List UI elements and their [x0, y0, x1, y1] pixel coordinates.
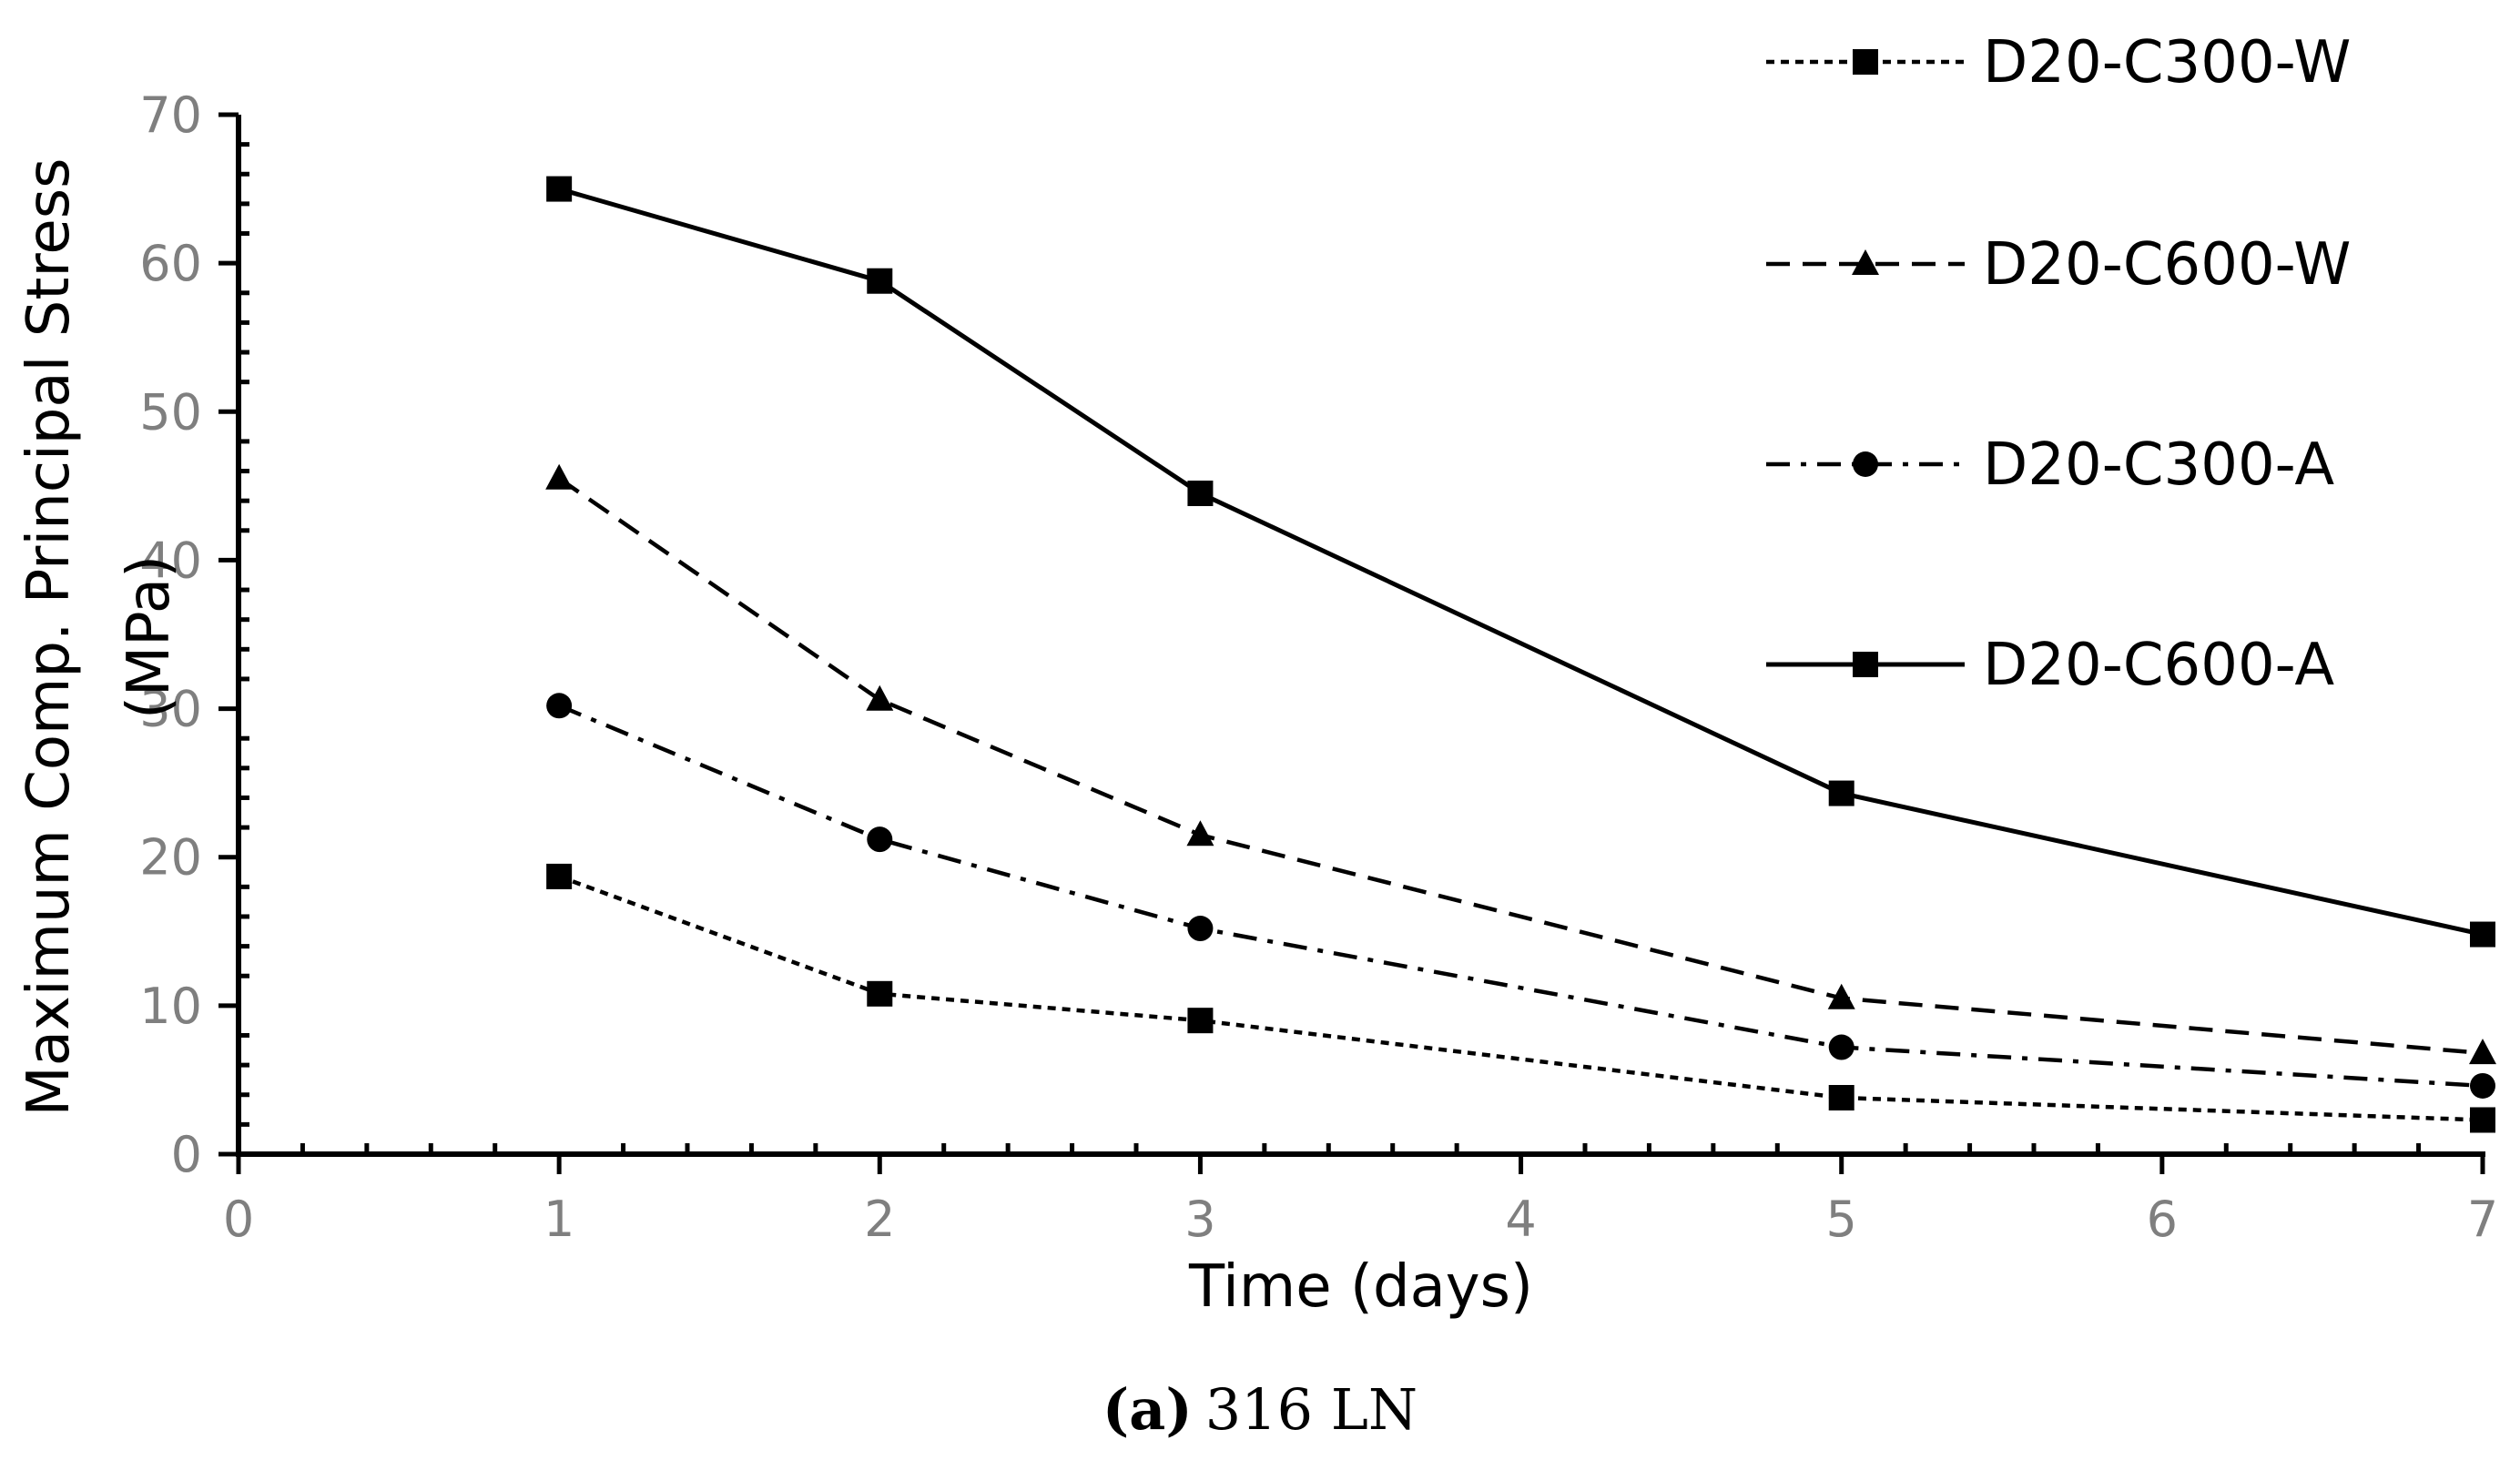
caption-text: 316 LN	[1205, 1376, 1418, 1443]
legend-label: D20-C600-W	[1983, 231, 2351, 299]
x-tick-label: 6	[2147, 1191, 2178, 1248]
legend-label: D20-C300-A	[1983, 431, 2334, 499]
data-point-square-marker	[1187, 1008, 1214, 1034]
legend-entry-d20-c300-a: D20-C300-A	[1766, 431, 2334, 499]
y-tick-label: 20	[139, 829, 202, 887]
legend-entry-d20-c600-a: D20-C600-A	[1766, 632, 2334, 699]
data-point-square-marker	[1828, 780, 1854, 806]
legend-entry-d20-c300-w: D20-C300-W	[1766, 29, 2351, 96]
x-axis-title: Time (days)	[1188, 1253, 1533, 1321]
data-point-triangle-marker	[1827, 983, 1855, 1009]
data-point-square-marker	[546, 863, 573, 889]
data-point-triangle-marker	[545, 463, 574, 490]
data-point-circle-marker	[867, 826, 893, 853]
legend: D20-C300-W D20-C600-W D20-C300-A D20-C600-A	[1766, 29, 2351, 699]
data-point-square-marker	[2470, 921, 2495, 948]
series-d20-c600-a	[546, 176, 2495, 948]
data-point-square-marker	[2470, 1107, 2495, 1133]
series-lines	[545, 176, 2496, 1133]
data-point-circle-marker	[1187, 916, 1214, 942]
x-tick-label: 1	[544, 1191, 574, 1248]
data-point-circle-marker	[2470, 1072, 2495, 1099]
figure-caption: (a) 316 LN	[1102, 1376, 1418, 1443]
x-tick-label: 0	[223, 1191, 254, 1248]
x-tick-label: 7	[2467, 1191, 2498, 1248]
x-tick-label: 5	[1826, 1191, 1857, 1248]
legend-label: D20-C300-W	[1983, 29, 2351, 96]
series-d20-c600-w	[545, 463, 2496, 1065]
data-point-circle-marker	[1828, 1034, 1854, 1060]
y-axis-title-line1: Maximum Comp. Principal Stress	[15, 158, 83, 1117]
data-point-triangle-marker	[1186, 820, 1214, 847]
y-tick-label: 10	[139, 978, 202, 1035]
y-axis-title-group-2: (MPa)	[116, 555, 183, 719]
data-point-square-marker	[867, 268, 893, 294]
data-point-square-marker	[546, 176, 573, 202]
data-point-square-marker	[1187, 481, 1214, 507]
data-point-circle-marker	[546, 693, 573, 719]
series-d20-c300-w	[546, 863, 2495, 1133]
legend-entry-d20-c600-w: D20-C600-W	[1766, 231, 2351, 299]
legend-triangle-marker	[1852, 249, 1879, 275]
legend-circle-marker	[1853, 451, 1878, 477]
x-tick-label: 4	[1505, 1191, 1536, 1248]
y-tick-label: 60	[139, 235, 202, 292]
series-line-d20-c600-w	[557, 476, 2484, 1056]
caption-label: (a)	[1102, 1376, 1193, 1443]
y-tick-label: 30	[139, 681, 202, 738]
y-axis-title-group: Maximum Comp. Principal Stress	[15, 158, 83, 1117]
series-line-d20-c300-w	[558, 874, 2484, 1122]
series-line-d20-c600-a	[558, 187, 2484, 937]
y-tick-label: 50	[139, 383, 202, 441]
data-point-triangle-marker	[2469, 1039, 2496, 1065]
data-point-triangle-marker	[866, 684, 894, 711]
x-tick-label: 2	[864, 1191, 895, 1248]
legend-label: D20-C600-A	[1983, 632, 2334, 699]
data-point-square-marker	[867, 980, 893, 1007]
x-tick-label: 3	[1184, 1191, 1215, 1248]
data-point-square-marker	[1828, 1085, 1854, 1111]
y-tick-label: 0	[171, 1126, 202, 1183]
tick-labels: 0 10 20 30 40 50 60 70 0 1 2 3 4 5 6 7	[139, 86, 2498, 1248]
series-d20-c300-a	[546, 693, 2495, 1099]
axes	[218, 112, 2485, 1174]
y-axis-title-line2: (MPa)	[116, 555, 183, 719]
legend-square-marker	[1853, 49, 1878, 75]
y-tick-label: 40	[139, 532, 202, 589]
legend-square-marker	[1853, 652, 1878, 677]
y-tick-label: 70	[139, 86, 202, 144]
